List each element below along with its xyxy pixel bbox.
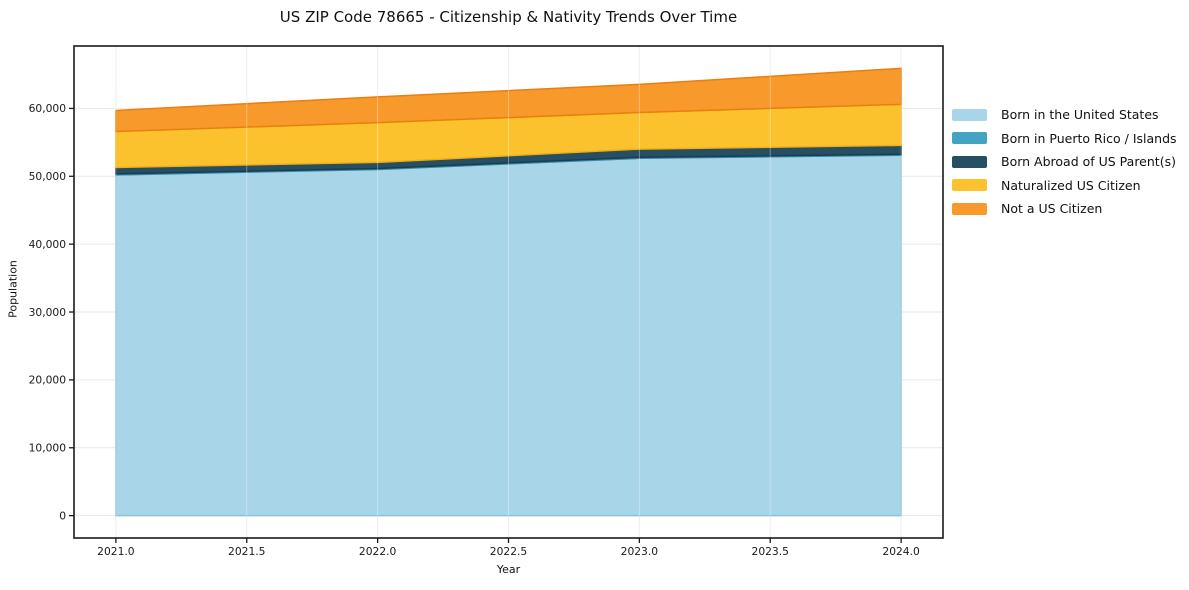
- y-tick-label: 50,000: [29, 170, 67, 183]
- y-tick-label: 10,000: [29, 442, 67, 455]
- y-tick-label: 0: [59, 509, 66, 522]
- x-tick-label: 2022.0: [359, 545, 397, 558]
- legend-swatch: [952, 108, 987, 121]
- x-tick-label: 2021.0: [97, 545, 135, 558]
- legend-swatch: [952, 202, 987, 215]
- y-tick-label: 30,000: [29, 306, 67, 319]
- x-tick-label: 2024.0: [882, 545, 920, 558]
- legend-label: Not a US Citizen: [1001, 201, 1103, 217]
- legend-label: Born in Puerto Rico / Islands: [1001, 130, 1177, 146]
- x-axis-label: Year: [496, 563, 521, 576]
- y-tick-label: 40,000: [29, 238, 67, 251]
- legend-label: Naturalized US Citizen: [1001, 177, 1141, 193]
- legend-item: Born Abroad of US Parent(s): [952, 150, 1177, 174]
- legend: Born in the United States Born in Puerto …: [952, 103, 1177, 221]
- y-axis-label: Population: [6, 260, 20, 318]
- y-tick-label: 20,000: [29, 374, 67, 387]
- x-tick-label: 2023.5: [752, 545, 789, 558]
- x-tick-label: 2023.0: [621, 545, 659, 558]
- area-series-4: [115, 67, 902, 133]
- x-tick-label: 2022.5: [490, 545, 527, 558]
- legend-swatch: [952, 179, 987, 192]
- chart-title: US ZIP Code 78665 - Citizenship & Nativi…: [279, 8, 738, 26]
- legend-item: Born in Puerto Rico / Islands: [952, 127, 1177, 151]
- x-tick-label: 2021.5: [228, 545, 265, 558]
- y-tick-label: 60,000: [29, 102, 67, 115]
- legend-item: Not a US Citizen: [952, 197, 1177, 221]
- legend-label: Born in the United States: [1001, 107, 1159, 123]
- legend-item: Born in the United States: [952, 103, 1177, 127]
- legend-swatch: [952, 155, 987, 168]
- legend-item: Naturalized US Citizen: [952, 174, 1177, 198]
- legend-swatch: [952, 132, 987, 145]
- legend-label: Born Abroad of US Parent(s): [1001, 154, 1176, 170]
